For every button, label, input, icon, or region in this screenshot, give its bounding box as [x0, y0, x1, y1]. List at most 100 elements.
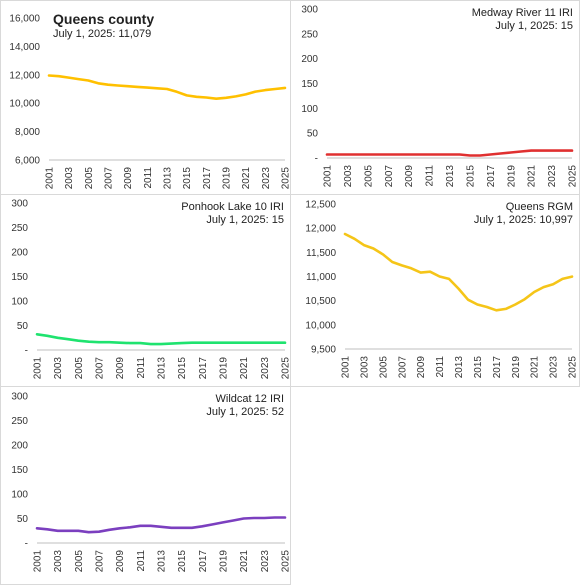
- y-tick-label: 12,500: [305, 200, 336, 211]
- y-tick-label: 50: [17, 321, 29, 332]
- x-tick-label: 2007: [95, 357, 106, 380]
- x-tick-label: 2005: [74, 550, 85, 573]
- x-tick-label: 2001: [323, 165, 334, 188]
- x-tick-label: 2025: [281, 167, 292, 190]
- y-tick-label: 250: [11, 416, 28, 427]
- y-tick-label: 16,000: [9, 14, 40, 25]
- x-tick-label: 2021: [241, 167, 252, 190]
- series-line: [47, 74, 287, 100]
- chart-panel-queens-rgm: 9,500 10,000 10,500 11,000 11,500 12,000 12,50…: [290, 194, 580, 387]
- x-tick-label: 2013: [454, 356, 465, 379]
- x-tick-label: 2005: [378, 356, 389, 379]
- chart-title: Ponhook Lake 10 IRI: [181, 201, 284, 213]
- chart-subtitle: July 1, 2025: 10,997: [473, 214, 573, 226]
- x-tick-label: 2001: [45, 167, 56, 190]
- y-tick-label: 50: [17, 514, 29, 525]
- chart-title-block: Ponhook Lake 10 IRI July 1, 2025: 15: [181, 201, 284, 227]
- x-tick-label: 2003: [53, 550, 64, 573]
- chart-svg: - 50 100 150 200 250 300 2001 2003 2005 2007 2009 20…: [301, 5, 579, 188]
- y-tick-label: 11,000: [306, 272, 336, 283]
- chart-panel-ponhook-lake: - 50 100 150 200 250 300 2001 2003 2005 2007 2009 20…: [0, 194, 292, 387]
- x-tick-label: 2007: [384, 165, 395, 188]
- x-tick-label: 2003: [359, 356, 370, 379]
- series-line: [325, 149, 574, 157]
- chart-title: Wildcat 12 IRI: [215, 393, 284, 405]
- x-tick-label: 2025: [281, 357, 292, 380]
- y-tick-label: 150: [301, 79, 318, 90]
- y-tick-label: 14,000: [9, 42, 40, 53]
- x-tick-label: 2017: [202, 167, 213, 190]
- y-tick-label: -: [25, 539, 28, 550]
- y-tick-label: 12,000: [305, 224, 336, 235]
- chart-subtitle: July 1, 2025: 15: [495, 20, 573, 32]
- chart-subtitle: July 1, 2025: 52: [206, 406, 284, 418]
- x-tick-label: 2009: [123, 167, 134, 190]
- chart-title-block: Wildcat 12 IRI July 1, 2025: 52: [206, 393, 284, 419]
- x-tick-label: 2001: [33, 357, 44, 380]
- chart-subtitle: July 1, 2025: 11,079: [53, 28, 152, 40]
- y-tick-label: 250: [11, 223, 28, 234]
- x-tick-label: 2019: [219, 357, 230, 380]
- x-tick-label: 2023: [260, 357, 271, 380]
- x-tick-label: 2021: [527, 165, 538, 188]
- x-tick-label: 2023: [549, 356, 560, 379]
- chart-panel-wildcat: - 50 100 150 200 250 300 2001 2003 2005 2007 2009 20…: [0, 386, 292, 585]
- chart-title-block: Queens county July 1, 2025: 11,079: [53, 11, 154, 41]
- y-tick-label: 50: [307, 129, 319, 140]
- y-tick-label: -: [315, 154, 318, 165]
- y-tick-label: 150: [11, 465, 28, 476]
- x-tick-label: 2023: [261, 167, 272, 190]
- x-tick-label: 2019: [511, 356, 522, 379]
- x-tick-label: 2009: [115, 550, 126, 573]
- y-tick-label: 300: [11, 199, 28, 210]
- y-tick-label: 10,000: [305, 320, 336, 331]
- y-tick-label: 150: [11, 272, 28, 283]
- x-tick-label: 2025: [568, 165, 579, 188]
- y-tick-label: 100: [11, 490, 28, 501]
- chart-subtitle: July 1, 2025: 15: [206, 214, 284, 226]
- chart-svg: - 50 100 150 200 250 300 2001 2003 2005 2007 2009 20…: [11, 392, 291, 573]
- x-tick-label: 2015: [182, 167, 193, 190]
- x-tick-label: 2017: [198, 550, 209, 573]
- x-tick-label: 2007: [95, 550, 106, 573]
- x-tick-label: 2013: [445, 165, 456, 188]
- x-tick-label: 2017: [198, 357, 209, 380]
- y-tick-label: 250: [301, 29, 318, 40]
- x-tick-label: 2013: [157, 550, 168, 573]
- x-tick-label: 2005: [363, 165, 374, 188]
- y-tick-label: 8,000: [15, 127, 40, 138]
- y-tick-label: 100: [11, 297, 28, 308]
- y-tick-label: 300: [301, 5, 318, 16]
- x-tick-label: 2009: [416, 356, 427, 379]
- x-tick-label: 2017: [486, 165, 497, 188]
- x-tick-label: 2021: [239, 357, 250, 380]
- x-tick-label: 2019: [219, 550, 230, 573]
- chart-svg: 6,000 8,000 10,000 12,000 14,000 16,000 2001 20…: [9, 14, 292, 190]
- x-tick-label: 2003: [64, 167, 75, 190]
- x-tick-label: 2003: [343, 165, 354, 188]
- y-tick-label: 6,000: [15, 156, 40, 167]
- x-tick-label: 2025: [568, 356, 579, 379]
- x-tick-label: 2003: [53, 357, 64, 380]
- x-tick-label: 2001: [341, 356, 352, 379]
- y-tick-label: 300: [11, 392, 28, 403]
- chart-panel-queens-county: 6,000 8,000 10,000 12,000 14,000 16,000 2001 20…: [0, 0, 292, 195]
- x-tick-label: 2017: [492, 356, 503, 379]
- x-tick-label: 2021: [239, 550, 250, 573]
- y-tick-label: 200: [11, 441, 28, 452]
- chart-svg: 9,500 10,000 10,500 11,000 11,500 12,000 12,50…: [305, 200, 579, 379]
- x-tick-label: 2021: [530, 356, 541, 379]
- chart-panel-medway-river: - 50 100 150 200 250 300 2001 2003 2005 2007 2009 20…: [290, 0, 580, 195]
- y-tick-label: 200: [11, 248, 28, 259]
- y-tick-label: 200: [301, 54, 318, 65]
- x-tick-label: 2005: [74, 357, 85, 380]
- x-tick-label: 2011: [143, 167, 154, 189]
- x-tick-label: 2005: [84, 167, 95, 190]
- x-tick-label: 2001: [33, 550, 44, 573]
- chart-title-block: Medway River 11 IRI July 1, 2025: 15: [472, 7, 573, 33]
- x-tick-label: 2015: [473, 356, 484, 379]
- x-tick-label: 2009: [404, 165, 415, 188]
- chart-title: Medway River 11 IRI: [471, 7, 573, 19]
- x-tick-label: 2007: [104, 167, 115, 190]
- x-tick-label: 2019: [222, 167, 233, 190]
